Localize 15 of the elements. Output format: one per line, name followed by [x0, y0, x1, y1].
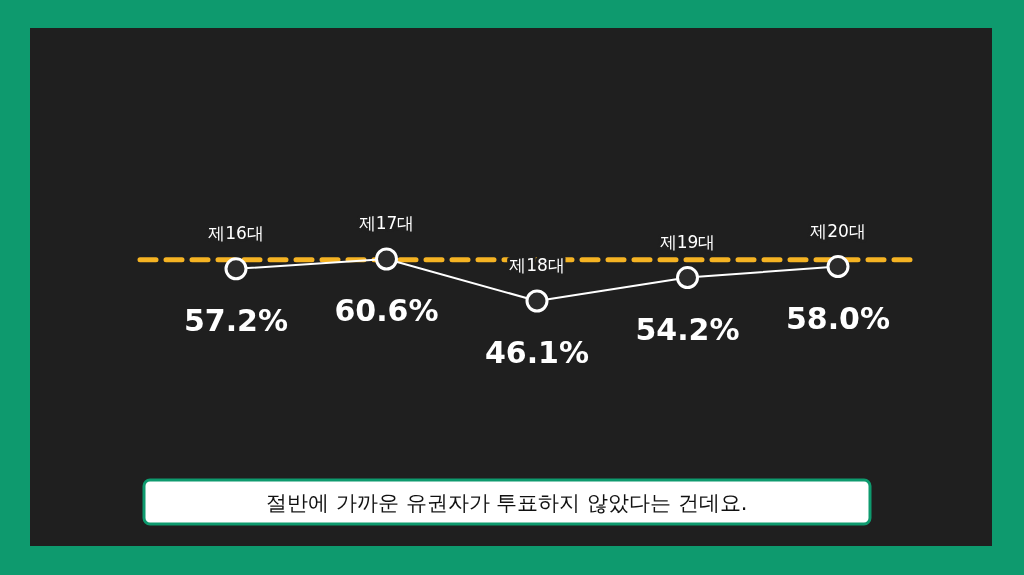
data-label: 60.6%	[334, 293, 439, 328]
text: 절반에 가까운 유권자가 투표하지 않았다는 건데요.	[266, 491, 748, 515]
x-tick-label: 제16대	[208, 222, 264, 243]
point	[525, 289, 549, 313]
data-label: 57.2%	[183, 302, 289, 338]
x-tick-label: 제19대	[659, 231, 716, 252]
point	[224, 257, 248, 281]
point	[826, 255, 850, 279]
data-label: 58.0%	[785, 300, 891, 336]
point	[375, 247, 398, 271]
point	[676, 266, 699, 290]
data-label: 54.2%	[635, 311, 740, 347]
data-label: 46.1%	[484, 335, 590, 370]
x-tick-label: 제20대	[810, 220, 866, 241]
x-tick-label: 제17대	[358, 213, 415, 233]
